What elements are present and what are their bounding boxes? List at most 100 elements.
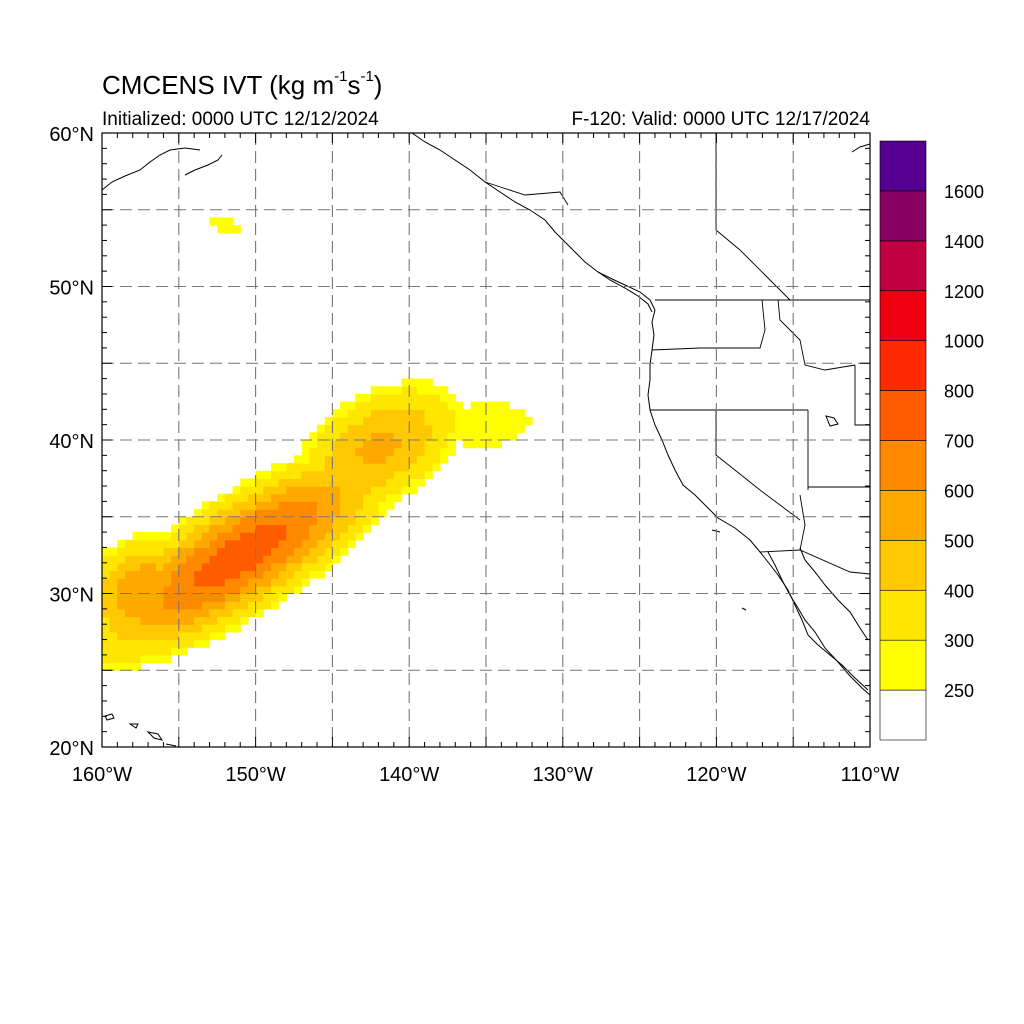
ivt-cell: [217, 532, 226, 541]
ivt-cell: [493, 401, 502, 410]
ivt-cell: [478, 432, 487, 441]
ivt-cell: [201, 585, 211, 595]
ivt-cell: [155, 639, 165, 648]
ivt-cell: [270, 463, 280, 472]
ivt-cell: [255, 547, 264, 556]
ivt-cell: [524, 416, 533, 426]
colorbar-label: 1000: [944, 332, 984, 352]
ivt-cell: [294, 578, 303, 587]
ivt-cell: [370, 386, 380, 395]
ivt-cell: [486, 409, 495, 418]
ivt-cell: [232, 532, 241, 541]
ivt-cell: [347, 416, 357, 426]
border-alaska-canada: [484, 181, 569, 206]
ivt-cell: [355, 463, 364, 472]
ivt-cell: [278, 478, 287, 487]
ivt-cell: [171, 562, 180, 572]
ivt-cell: [209, 624, 218, 633]
ivt-cell: [270, 532, 280, 541]
ivt-cell: [178, 578, 188, 587]
ivt-cell: [125, 570, 134, 579]
ivt-cell: [270, 585, 280, 595]
ivt-cell: [102, 654, 111, 664]
ivt-cell: [301, 470, 310, 479]
colorbar-swatch: [879, 190, 927, 242]
ivt-cell: [217, 593, 226, 602]
ivt-cell: [125, 547, 134, 556]
ivt-cell: [163, 585, 172, 595]
ivt-cell: [102, 570, 111, 579]
ivt-cell: [378, 501, 387, 510]
ivt-cell: [201, 624, 211, 633]
ivt-field: [102, 217, 533, 671]
ivt-cell: [240, 493, 249, 502]
ivt-cell: [286, 539, 295, 549]
ivt-cell: [232, 585, 241, 595]
ivt-cell: [493, 416, 502, 426]
ivt-cell: [439, 455, 449, 464]
ivt-cell: [439, 386, 449, 395]
ivt-cell: [255, 478, 264, 487]
ivt-cell: [363, 509, 372, 518]
ivt-cell: [386, 416, 395, 426]
ivt-cell: [363, 486, 372, 495]
ivt-cell: [217, 217, 226, 226]
ivt-cell: [102, 593, 111, 602]
ivt-cell: [301, 455, 310, 464]
ivt-cell: [347, 440, 357, 449]
title-text-s: s: [347, 70, 361, 100]
ivt-cell: [324, 416, 333, 426]
ivt-cell: [148, 578, 157, 587]
ivt-cell: [148, 532, 157, 541]
ivt-cell: [155, 654, 165, 664]
ivt-cell: [132, 608, 141, 618]
ivt-cell: [148, 593, 157, 602]
coastline-islands: [711, 415, 839, 611]
ivt-cell: [155, 616, 165, 625]
ivt-cell: [155, 570, 165, 579]
ivt-cell: [309, 478, 318, 487]
ivt-cell: [209, 501, 218, 510]
ivt-cell: [455, 424, 464, 433]
ivt-cell: [224, 539, 234, 549]
ivt-cell: [178, 539, 188, 549]
ivt-cell: [194, 555, 203, 564]
ivt-cell: [140, 593, 149, 602]
y-tick-label: 30°N: [49, 585, 94, 607]
ivt-cell: [163, 539, 172, 549]
ivt-cell: [186, 524, 195, 533]
ivt-cell: [509, 409, 518, 418]
ivt-cell: [194, 631, 203, 641]
ivt-cell: [294, 555, 303, 564]
ivt-cell: [132, 532, 141, 541]
coastline-north-america: [411, 133, 869, 691]
ivt-cell: [332, 447, 341, 456]
ivt-cell: [286, 501, 295, 510]
ivt-cell: [125, 585, 134, 595]
colorbar-label: 300: [944, 631, 974, 651]
ivt-cell: [347, 516, 357, 526]
ivt-cell: [194, 585, 203, 595]
ivt-cell: [109, 608, 118, 618]
ivt-cell: [255, 532, 264, 541]
ivt-cell: [240, 539, 249, 549]
ivt-cell: [178, 524, 188, 533]
ivt-cell: [240, 601, 249, 610]
ivt-cell: [224, 593, 234, 602]
ivt-cell: [332, 493, 341, 502]
ivt-cell: [416, 440, 426, 449]
ivt-cell: [393, 486, 403, 495]
ivt-cell: [470, 416, 479, 426]
ivt-cell: [401, 478, 410, 487]
ivt-cell: [163, 601, 172, 610]
ivt-cell: [278, 501, 287, 510]
ivt-cell: [171, 631, 180, 641]
ivt-cell: [509, 424, 518, 433]
ivt-cell: [370, 424, 380, 433]
ivt-cell: [132, 593, 141, 602]
ivt-cell: [148, 562, 157, 572]
ivt-cell: [140, 570, 149, 579]
ivt-cell: [247, 547, 257, 556]
ivt-cell: [386, 470, 395, 479]
ivt-cell: [401, 393, 410, 403]
